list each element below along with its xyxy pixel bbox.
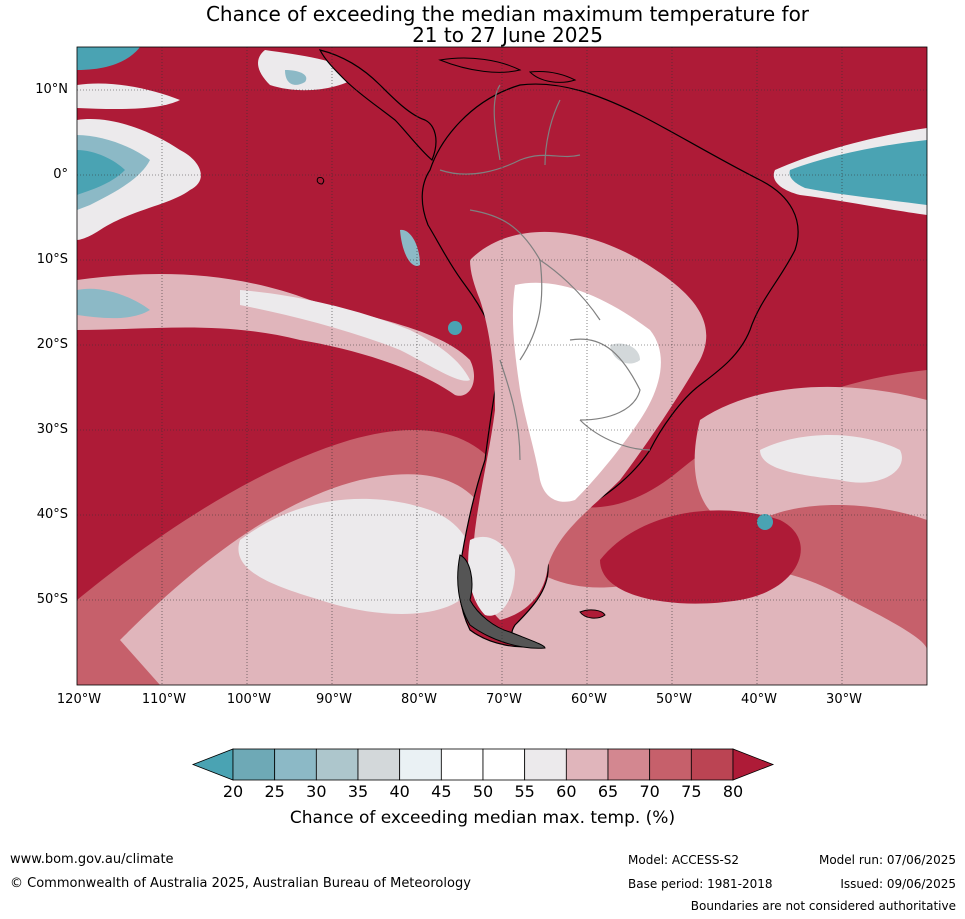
southern-band-white <box>238 498 474 614</box>
lon-label-80w: 80°W <box>401 692 437 707</box>
lon-label-90w: 90°W <box>316 692 352 707</box>
lon-label-50w: 50°W <box>656 692 692 707</box>
colorbar-arrow-low <box>191 748 234 781</box>
graticule <box>77 47 927 685</box>
pacific-cool-spot <box>448 321 462 335</box>
hispaniola <box>528 71 577 83</box>
north-pacific-light <box>77 83 180 110</box>
lon-label-40w: 40°W <box>741 692 777 707</box>
footer-base-period: Base period: 1981-2018 <box>628 877 773 891</box>
colorbar-tick-label: 70 <box>639 782 660 801</box>
pacific-cool-west <box>77 288 150 319</box>
atlantic-cool-spot <box>757 514 773 530</box>
cuba <box>438 57 522 73</box>
lat-label-40s: 40°S <box>36 507 68 522</box>
colorbar-tick-label: 20 <box>222 782 244 801</box>
country-boundaries <box>439 84 651 461</box>
lat-label-0: 0° <box>53 167 68 182</box>
colorbar-cell <box>315 748 359 781</box>
map-field <box>77 47 927 685</box>
colorbar-tick-label: 55 <box>514 782 535 801</box>
pacific-band-light <box>77 274 475 396</box>
lon-label-120w: 120°W <box>56 692 102 707</box>
atlantic-eq-cool <box>789 140 927 205</box>
colorbar-tick-label: 25 <box>264 782 285 801</box>
lat-label-50s: 50°S <box>36 592 68 607</box>
lat-label-30s: 30°S <box>36 422 68 437</box>
map-frame <box>76 46 928 686</box>
colorbar-tick-label: 65 <box>597 782 619 801</box>
lat-label-10n: 10°N <box>35 82 68 97</box>
lon-label-30w: 30°W <box>826 692 862 707</box>
caribbean-cool <box>285 70 307 85</box>
colorbar-cell <box>399 748 442 781</box>
peru-coast-cool <box>400 229 420 266</box>
colorbar-tick-label: 75 <box>681 782 702 801</box>
colorbar-cell <box>524 748 567 781</box>
lon-label-70w: 70°W <box>486 692 522 707</box>
caribbean-light <box>258 50 360 91</box>
colorbar-cells <box>191 748 775 781</box>
colorbar-cell <box>690 748 734 781</box>
colorbar-tick-label: 30 <box>306 782 327 801</box>
atlantic-red-core <box>600 510 801 604</box>
lon-label-100w: 100°W <box>226 692 272 707</box>
footer-model-run: Model run: 07/06/2025 <box>818 853 956 867</box>
footer-disclaimer: Boundaries are not considered authoritat… <box>690 899 956 913</box>
footer-issued: Issued: 09/06/2025 <box>840 877 956 891</box>
central-america-land <box>318 49 437 161</box>
lon-label-60w: 60°W <box>571 692 607 707</box>
tierra-del-fuego <box>457 554 546 649</box>
footer-copyright: © Commonwealth of Australia 2025, Austra… <box>10 876 471 891</box>
north-edge-cool <box>77 47 140 70</box>
colorbar-arrow-high <box>732 748 775 781</box>
land-grey-patch <box>610 343 640 364</box>
falkland-islands <box>579 609 606 619</box>
colorbar-cell <box>440 748 484 781</box>
pacific-band-white <box>240 290 470 381</box>
footer-model: Model: ACCESS-S2 <box>628 853 740 867</box>
atlantic-south-white <box>760 435 902 483</box>
galapagos <box>316 177 325 185</box>
colorbar-cell <box>565 748 609 781</box>
colorbar-cell <box>357 748 401 781</box>
colorbar-title: Chance of exceeding median max. temp. (%… <box>289 808 676 828</box>
colorbar-tick-label: 40 <box>389 782 410 801</box>
map-title: Chance of exceeding the median maximum t… <box>0 4 965 46</box>
lat-label-20s: 20°S <box>36 337 68 352</box>
colorbar <box>191 748 775 781</box>
colorbar-tick-label: 80 <box>722 782 744 801</box>
title-line-2: 21 to 27 June 2025 <box>412 23 603 47</box>
colorbar-tick-label: 35 <box>347 782 369 801</box>
colorbar-cell <box>482 748 526 781</box>
colorbar-tick-label: 60 <box>556 782 577 801</box>
eq-pacific-cool-core <box>77 150 125 195</box>
title-line-1: Chance of exceeding the median maximum t… <box>205 2 810 26</box>
lon-label-110w: 110°W <box>141 692 187 707</box>
colorbar-tick-label: 45 <box>431 782 452 801</box>
footer-url[interactable]: www.bom.gov.au/climate <box>10 852 174 867</box>
patagonia-white <box>468 536 515 616</box>
probability-map <box>76 46 928 686</box>
colorbar-cell <box>649 748 692 781</box>
lat-label-10s: 10°S <box>36 252 68 267</box>
colorbar-cell <box>607 748 651 781</box>
colorbar-cell <box>232 748 276 781</box>
colorbar-tick-label: 50 <box>472 782 494 801</box>
colorbar-cell <box>274 748 317 781</box>
